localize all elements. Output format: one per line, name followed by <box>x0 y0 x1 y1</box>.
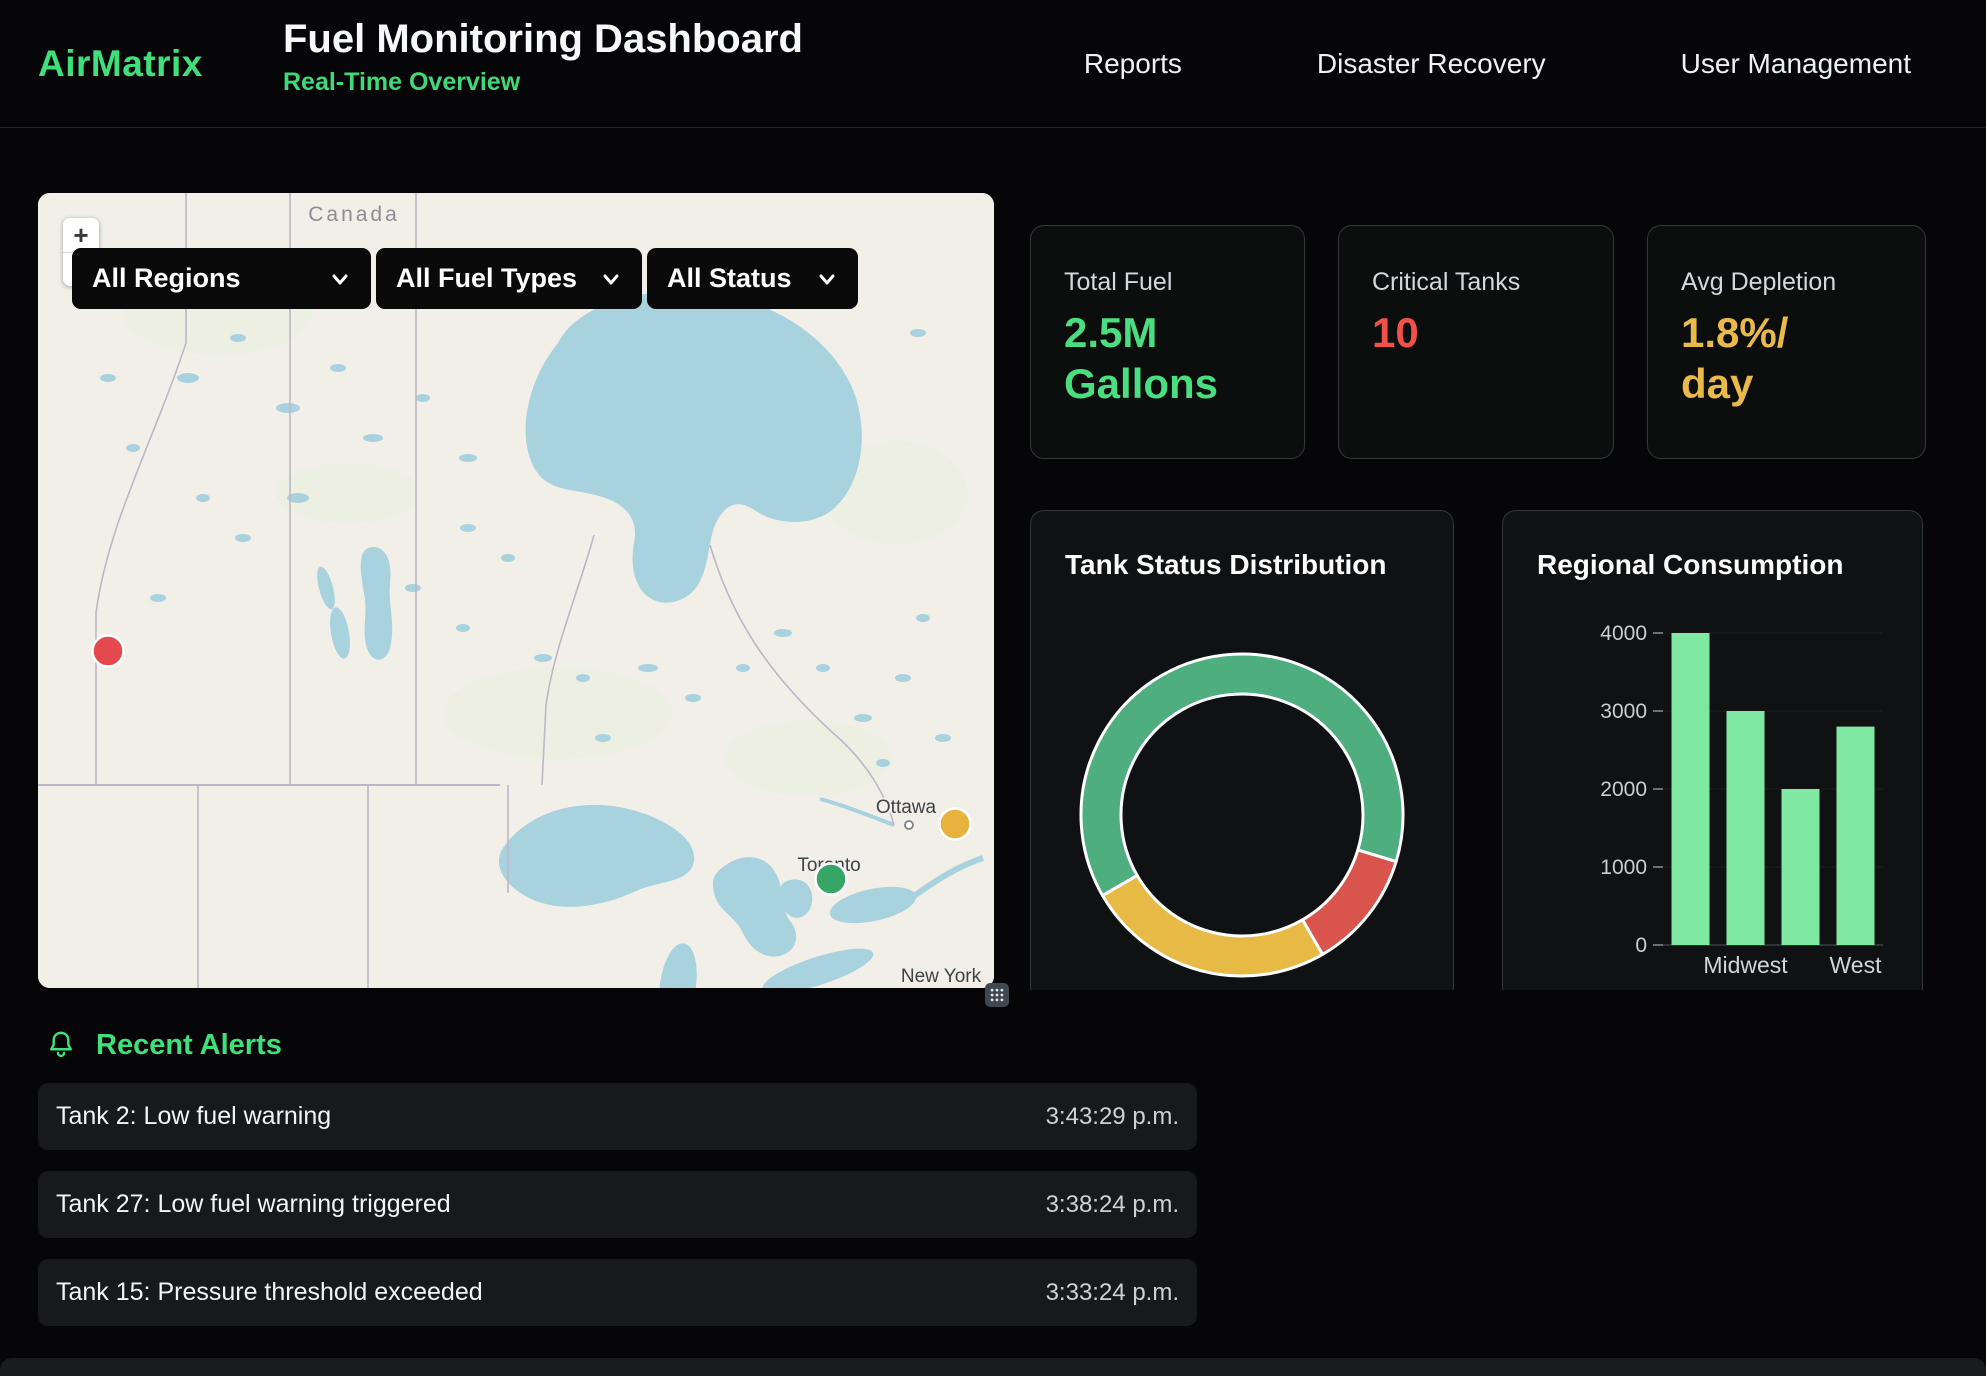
main-nav: Reports Disaster Recovery User Managemen… <box>1084 0 1911 127</box>
nav-disaster-recovery[interactable]: Disaster Recovery <box>1317 48 1546 80</box>
map-canvas[interactable]: Canada Ottawa Toronto New York <box>38 193 994 988</box>
status-filter-value: All Status <box>667 263 792 294</box>
ottawa-town-dot <box>905 821 913 829</box>
donut-segment-critical[interactable] <box>1303 850 1397 954</box>
status-filter-dropdown[interactable]: All Status <box>647 248 858 309</box>
tank-status-panel: Tank Status Distribution <box>1030 510 1454 1050</box>
bar-1[interactable] <box>1727 711 1765 945</box>
map-panel[interactable]: Canada Ottawa Toronto New York + − All R… <box>38 193 994 988</box>
y-tick-label: 3000 <box>1600 700 1647 723</box>
map-marker-warning[interactable] <box>940 809 971 840</box>
tank-status-donut <box>1031 511 1454 1050</box>
map-label-new-york: New York <box>901 966 982 987</box>
header: AirMatrix Fuel Monitoring Dashboard Real… <box>0 0 1986 128</box>
chevron-down-icon <box>600 268 622 290</box>
map-resize-handle[interactable] <box>985 983 1009 1007</box>
y-tick-label: 0 <box>1635 934 1647 957</box>
stat-value-line: 1.8%/ <box>1681 307 1892 358</box>
stat-value-line: Gallons <box>1064 358 1271 409</box>
map-marker-normal[interactable] <box>816 864 847 895</box>
fuel-type-filter-value: All Fuel Types <box>396 263 577 294</box>
alert-row[interactable]: Tank 27: Low fuel warning triggered 3:38… <box>38 1171 1197 1238</box>
alert-message: Tank 27: Low fuel warning triggered <box>56 1190 451 1219</box>
next-section-edge <box>0 1358 1986 1376</box>
x-tick-label: Midwest <box>1703 952 1788 978</box>
stat-value: 10 <box>1372 307 1580 358</box>
page-subtitle: Real-Time Overview <box>283 68 803 97</box>
stat-card-total-fuel: Total Fuel 2.5M Gallons <box>1030 225 1305 459</box>
title-block: Fuel Monitoring Dashboard Real-Time Over… <box>283 17 803 97</box>
zoom-in-button[interactable]: + <box>63 218 99 252</box>
alerts-header: Recent Alerts <box>44 1028 282 1062</box>
regional-consumption-panel: Regional Consumption 01000200030004000Mi… <box>1502 510 1923 1050</box>
alerts-title: Recent Alerts <box>96 1029 282 1062</box>
bar-2[interactable] <box>1782 789 1820 945</box>
nav-user-management[interactable]: User Management <box>1681 48 1911 80</box>
alert-row[interactable]: Tank 15: Pressure threshold exceeded 3:3… <box>38 1259 1197 1326</box>
page-title: Fuel Monitoring Dashboard <box>283 17 803 62</box>
fuel-monitoring-dashboard: AirMatrix Fuel Monitoring Dashboard Real… <box>0 0 1986 1376</box>
stat-label: Critical Tanks <box>1372 268 1580 297</box>
bar-0[interactable] <box>1672 633 1710 945</box>
chevron-down-icon <box>816 268 838 290</box>
stat-label: Total Fuel <box>1064 268 1271 297</box>
stat-card-critical-tanks: Critical Tanks 10 <box>1338 225 1614 459</box>
bell-icon <box>44 1028 78 1062</box>
y-tick-label: 2000 <box>1600 778 1647 801</box>
stat-value-line: 2.5M <box>1064 307 1271 358</box>
regional-consumption-chart: 0 1000 2000 3000 4000 Midwest West <box>1503 511 1923 1050</box>
alert-row[interactable]: Tank 2: Low fuel warning 3:43:29 p.m. <box>38 1083 1197 1150</box>
region-filter-value: All Regions <box>92 263 241 294</box>
recent-alerts-section: Recent Alerts Tank 2: Low fuel warning 3… <box>0 990 1986 1376</box>
map-label-canada: Canada <box>308 203 400 226</box>
stat-value: 2.5M Gallons <box>1064 307 1271 409</box>
alert-time: 3:33:24 p.m. <box>1046 1279 1179 1307</box>
stat-label: Avg Depletion <box>1681 268 1892 297</box>
map-filters: All Regions All Fuel Types All Status <box>72 248 858 309</box>
nav-reports[interactable]: Reports <box>1084 48 1182 80</box>
donut-segment-warning[interactable] <box>1103 876 1323 976</box>
map-marker-critical[interactable] <box>93 636 124 667</box>
stat-value-line: day <box>1681 358 1892 409</box>
fuel-type-filter-dropdown[interactable]: All Fuel Types <box>376 248 642 309</box>
x-tick-label: West <box>1830 952 1883 978</box>
bar-3[interactable] <box>1837 727 1875 945</box>
alert-time: 3:43:29 p.m. <box>1046 1103 1179 1131</box>
grip-dots-icon <box>988 986 1006 1004</box>
alert-message: Tank 2: Low fuel warning <box>56 1102 331 1131</box>
alert-message: Tank 15: Pressure threshold exceeded <box>56 1278 483 1307</box>
stat-card-avg-depletion: Avg Depletion 1.8%/ day <box>1647 225 1926 459</box>
stat-value-line: 10 <box>1372 307 1580 358</box>
map-label-ottawa: Ottawa <box>876 797 937 818</box>
brand-logo[interactable]: AirMatrix <box>38 0 203 127</box>
chevron-down-icon <box>329 268 351 290</box>
region-filter-dropdown[interactable]: All Regions <box>72 248 371 309</box>
stat-value: 1.8%/ day <box>1681 307 1892 409</box>
y-tick-label: 1000 <box>1600 856 1647 879</box>
y-tick-label: 4000 <box>1600 622 1647 645</box>
alert-time: 3:38:24 p.m. <box>1046 1191 1179 1219</box>
